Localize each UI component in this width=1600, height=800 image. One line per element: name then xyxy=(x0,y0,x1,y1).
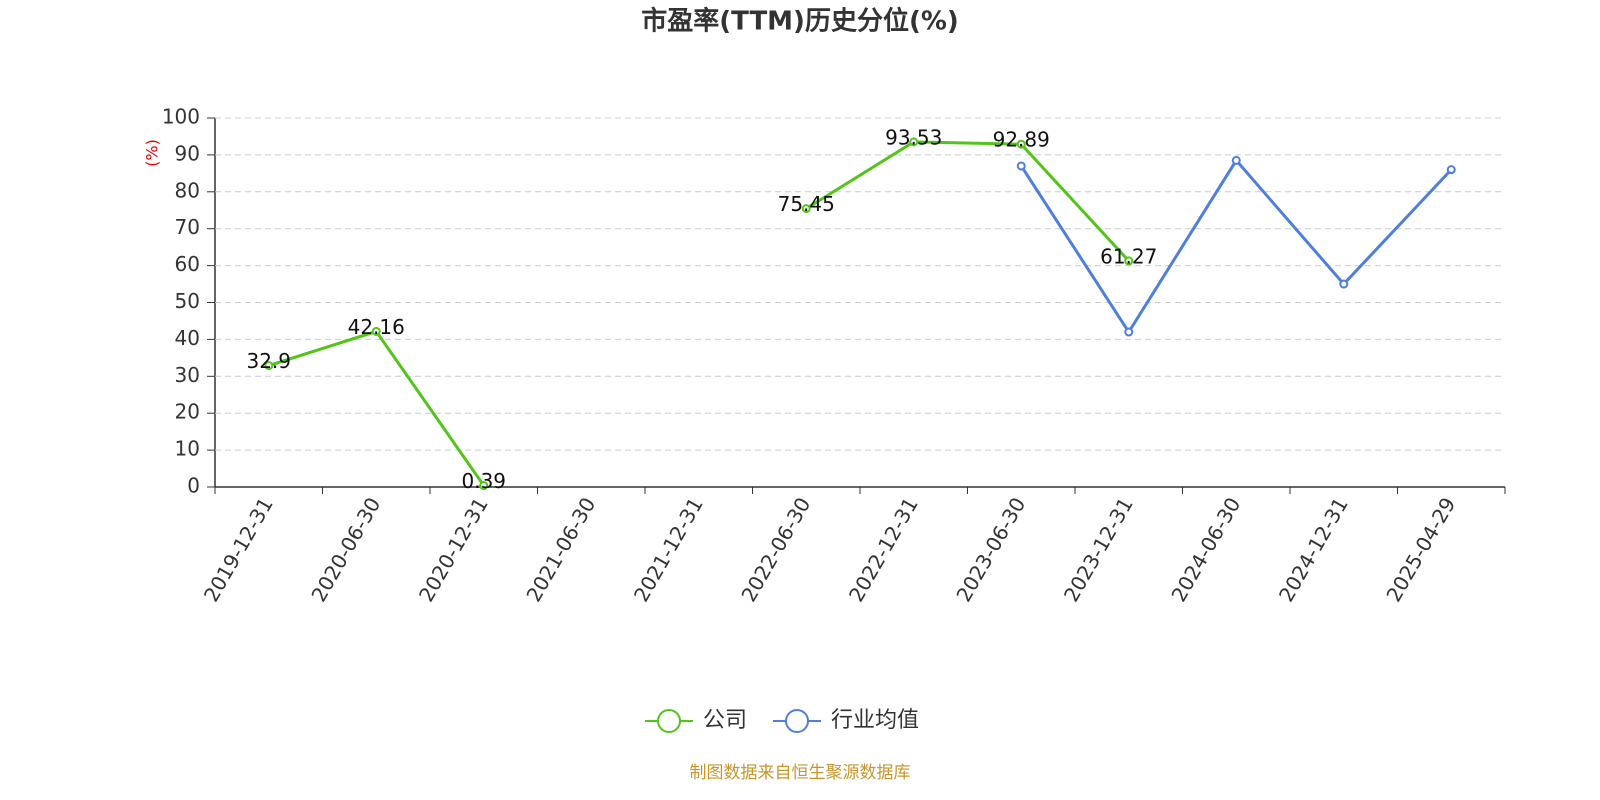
y-tick-label: 10 xyxy=(175,437,200,461)
legend-marker xyxy=(785,709,810,733)
y-axis-label: (%) xyxy=(143,139,162,167)
x-tick-label: 2020-06-30 xyxy=(306,493,385,606)
data-label: 61.27 xyxy=(1100,244,1157,268)
legend-marker xyxy=(657,709,681,733)
point xyxy=(1124,256,1134,266)
y-tick-label: 90 xyxy=(175,141,200,165)
data-label: 32.9 xyxy=(246,349,291,373)
point xyxy=(1339,279,1349,289)
y-tick-label: 50 xyxy=(175,289,200,313)
chart-title: 市盈率(TTM)历史分位(%) xyxy=(641,6,959,37)
y-tick-label: 70 xyxy=(175,215,200,239)
legend-label[interactable]: 公司 xyxy=(703,708,747,733)
x-tick-label: 2019-12-31 xyxy=(199,493,278,606)
point xyxy=(479,481,489,491)
data-label: 92.89 xyxy=(993,128,1050,152)
point xyxy=(801,204,811,214)
point xyxy=(1016,139,1026,149)
point xyxy=(1016,161,1026,171)
x-tick-label: 2024-06-30 xyxy=(1166,493,1245,606)
y-tick-label: 40 xyxy=(175,326,200,350)
data-label: 75.45 xyxy=(778,192,835,216)
point xyxy=(909,137,919,147)
point xyxy=(264,361,274,371)
y-tick-label: 100 xyxy=(162,105,200,129)
point xyxy=(1124,327,1134,337)
y-tick-label: 0 xyxy=(187,474,200,498)
series-line xyxy=(1019,157,1453,335)
series-line xyxy=(268,140,1130,487)
point xyxy=(1231,155,1241,165)
y-tick-label: 30 xyxy=(175,363,200,387)
x-tick-label: 2022-06-30 xyxy=(736,493,815,606)
x-tick-label: 2024-12-31 xyxy=(1274,493,1353,606)
x-tick-label: 2021-12-31 xyxy=(629,493,708,606)
data-label: 0.39 xyxy=(461,469,506,493)
x-tick-label: 2022-12-31 xyxy=(844,493,923,606)
x-tick-label: 2020-12-31 xyxy=(414,493,493,606)
x-tick-label: 2023-06-30 xyxy=(951,493,1030,606)
y-tick-label: 20 xyxy=(175,400,200,424)
point xyxy=(1446,165,1456,175)
x-tick-label: 2021-06-30 xyxy=(521,493,600,606)
source-note: 制图数据来自恒生聚源数据库 xyxy=(690,763,911,783)
y-tick-label: 60 xyxy=(175,252,200,276)
x-tick-label: 2023-12-31 xyxy=(1059,493,1138,606)
point xyxy=(371,326,381,336)
data-label: 93.53 xyxy=(885,125,942,149)
data-label: 42.16 xyxy=(348,315,405,339)
x-tick-label: 2025-04-29 xyxy=(1381,493,1460,606)
y-tick-label: 80 xyxy=(175,178,200,202)
legend-label[interactable]: 行业均值 xyxy=(831,708,919,733)
